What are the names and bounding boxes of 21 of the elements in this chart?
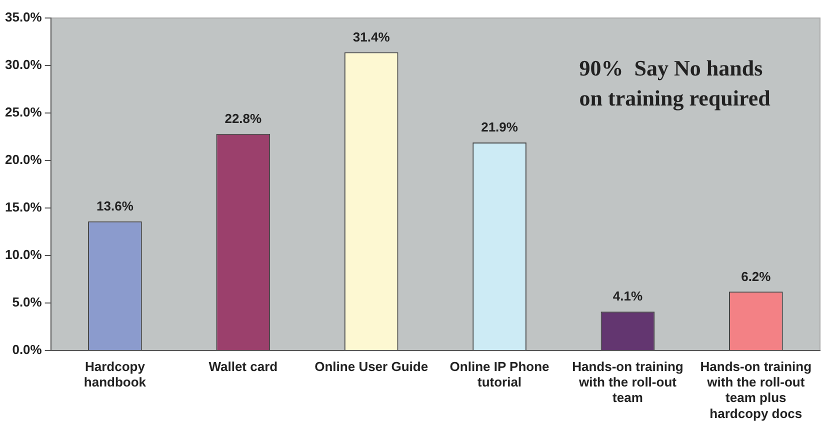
y-tick-label: 5.0% bbox=[12, 294, 42, 310]
data-label: 4.1% bbox=[612, 288, 643, 304]
data-label: 22.8% bbox=[224, 111, 262, 126]
y-tick-label: 10.0% bbox=[4, 247, 42, 262]
data-label: 21.9% bbox=[481, 120, 518, 135]
x-tick-label: Online IP Phone tutorial bbox=[450, 358, 550, 390]
data-label: 6.2% bbox=[741, 268, 772, 284]
annotation: 90% Say No hands on training required bbox=[579, 56, 770, 111]
x-tick-label: Hardcopy handbook bbox=[84, 358, 147, 390]
data-label: 13.6% bbox=[96, 198, 134, 214]
y-tick-label: 30.0% bbox=[4, 57, 42, 72]
y-tick-label: 0.0% bbox=[12, 342, 42, 358]
x-tick-label: Wallet card bbox=[208, 358, 278, 374]
data-label: 31.4% bbox=[352, 29, 390, 44]
y-tick-label: 35.0% bbox=[4, 10, 42, 25]
y-tick-label: 15.0% bbox=[4, 200, 42, 215]
x-tick-label: Online User Guide bbox=[314, 358, 428, 374]
x-tick-label: Hands-on training with the roll-out team bbox=[572, 358, 684, 406]
x-tick-label: Hands-on training with the roll-out team plus hardcopy docs bbox=[700, 358, 812, 421]
y-tick-label: 25.0% bbox=[4, 104, 42, 120]
y-tick-label: 20.0% bbox=[4, 152, 42, 168]
